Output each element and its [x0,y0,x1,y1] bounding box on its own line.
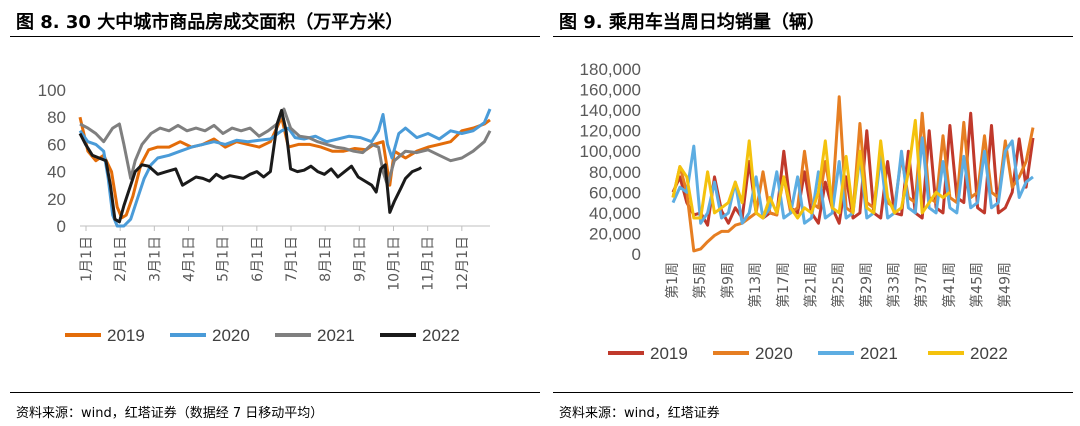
x-tick-label-6: 6月1日 [250,236,266,282]
housing-chart-plot: 0 20 40 60 80 100 1月1日 2月1日 3月1日 4月1日 5月1日 6月1日 7月1日… [38,81,492,345]
x-tick-label-4: 4月1日 [182,236,198,282]
x-tick-label-7: 7月1日 [284,236,300,282]
x-tick-label-week-41: 第41周 [941,262,958,308]
legend-label-2020: 2020 [212,326,250,345]
x-tick-label-week-49: 第49周 [996,262,1013,308]
x-tick-label-week-25: 第25周 [830,262,847,308]
series-line-2022 [671,118,951,220]
x-tick-label-3: 3月1日 [147,236,163,282]
source-note: 资料来源：wind，红塔证券 [559,406,720,421]
y-tick-label-120-000: 120,000 [580,122,641,141]
chart-title: 图 9. 乘用车当周日均销量（辆） [559,12,825,33]
x-tick-label-week-5: 第5周 [692,262,709,299]
legend-label-2019: 2019 [107,326,145,345]
legend-label-2022: 2022 [970,344,1008,363]
x-tick-label-week-9: 第9周 [719,262,736,299]
y-tick-label-20: 20 [47,190,66,209]
chart-title: 图 8. 30 大中城市商品房成交面积（万平方米） [16,12,404,33]
legend-label-2022: 2022 [422,326,460,345]
y-tick-label-180-000: 180,000 [580,60,641,79]
series-line-2019 [671,111,1035,227]
y-tick-label-20-000: 20,000 [589,224,641,243]
legend-label-2021: 2021 [860,344,898,363]
source-note: 资料来源：wind，红塔证券（数据经 7 日移动平均） [16,406,324,421]
x-tick-label-11: 11月1日 [421,236,437,291]
source-rule [553,392,1073,393]
chart-panel-housing: 图 8. 30 大中城市商品房成交面积（万平方米） 0 20 40 60 80 100 1月… [10,0,540,426]
y-tick-label-80-000: 80,000 [589,163,641,182]
y-tick-label-100-000: 100,000 [580,142,641,161]
title-rule [10,36,540,37]
y-tick-label-40-000: 40,000 [589,204,641,223]
x-tick-label-5: 5月1日 [216,236,232,282]
series-line-2020 [671,95,1035,253]
x-tick-label-8: 8月1日 [318,236,334,282]
y-tick-label-60: 60 [47,135,66,154]
x-tick-label-week-1: 第1周 [664,262,681,299]
y-tick-label-160-000: 160,000 [580,81,641,100]
y-tick-label-60-000: 60,000 [589,183,641,202]
series-line-2022 [78,108,423,224]
y-tick-label-80: 80 [47,108,66,127]
x-tick-label-week-45: 第45周 [969,262,986,308]
x-tick-label-week-33: 第33周 [886,262,903,308]
x-tick-label-week-21: 第21周 [802,262,819,308]
x-tick-label-week-37: 第37周 [913,262,930,308]
legend-label-2019: 2019 [650,344,688,363]
x-tick-label-2: 2月1日 [113,236,129,282]
x-tick-label-9: 9月1日 [352,236,368,282]
legend-label-2020: 2020 [755,344,793,363]
x-tick-label-1: 1月1日 [79,236,95,282]
title-rule [553,36,1073,37]
legend-label-2021: 2021 [317,326,355,345]
x-tick-label-week-13: 第13周 [747,262,764,308]
x-tick-label-12: 12月1日 [455,236,471,291]
y-tick-label-140-000: 140,000 [580,101,641,120]
source-rule [10,392,540,393]
series-line-2020 [78,108,492,228]
x-tick-label-week-17: 第17周 [775,262,792,308]
x-tick-label-10: 10月1日 [387,236,403,291]
y-tick-label-100: 100 [38,81,66,100]
y-tick-label-0: 0 [57,217,66,236]
y-tick-label-40: 40 [47,163,66,182]
chart-panel-car-sales: 图 9. 乘用车当周日均销量（辆） 0 20,000 40,000 60,000 80,… [553,0,1073,426]
y-tick-label-0: 0 [632,245,641,264]
x-tick-label-week-29: 第29周 [858,262,875,308]
